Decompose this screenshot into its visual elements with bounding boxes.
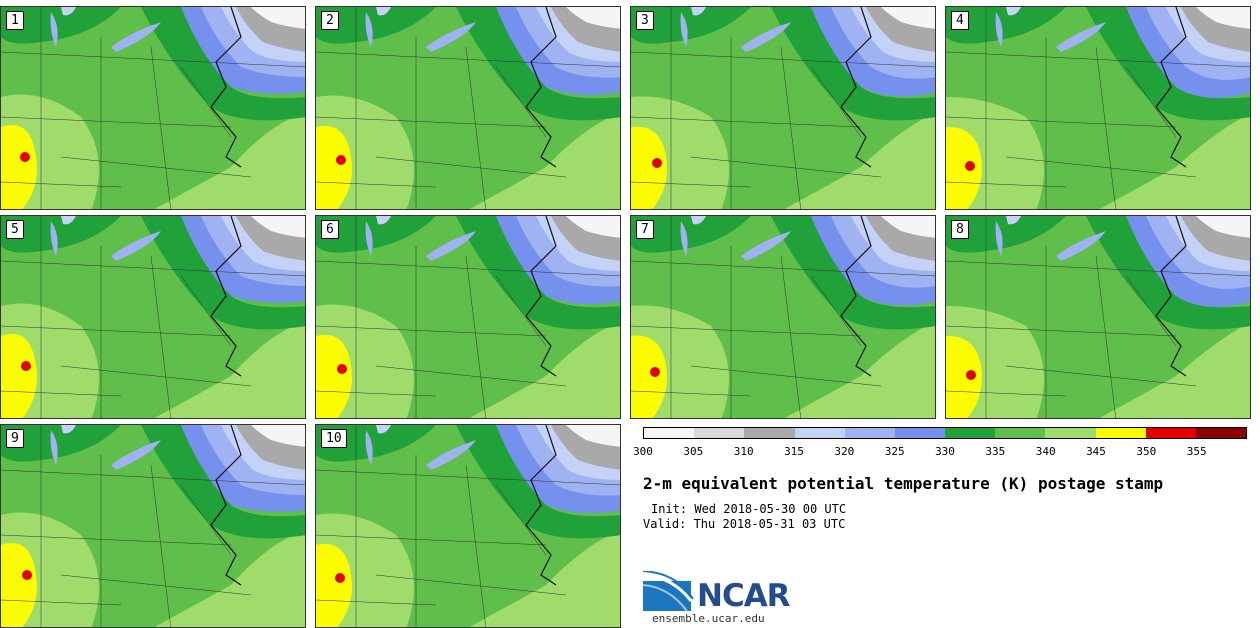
member-label: 8	[951, 220, 969, 239]
colorbar-tick-label: 310	[733, 445, 754, 458]
colorbar-segment	[644, 428, 695, 438]
colorbar-tick-label: 315	[784, 445, 804, 458]
colorbar-segment	[945, 428, 996, 438]
colorbar	[643, 427, 1247, 439]
colorbar-tick-label: 345	[1086, 445, 1106, 458]
member-label: 6	[321, 220, 339, 239]
member-label: 3	[636, 11, 654, 30]
member-label: 9	[6, 429, 24, 448]
colorbar-tick-label: 330	[935, 445, 955, 458]
member-panel-2: 2	[315, 6, 621, 210]
member-panel-9: 9	[0, 424, 306, 628]
member-panel-6: 6	[315, 215, 621, 419]
member-panel-1: 1	[0, 6, 306, 210]
colorbar-segment	[1045, 428, 1096, 438]
site-url: ensemble.ucar.edu	[652, 612, 765, 625]
map-field	[1, 7, 305, 209]
map-field	[316, 425, 620, 627]
plot-title: 2-m equivalent potential temperature (K)…	[643, 474, 1164, 493]
map-field	[946, 7, 1250, 209]
init-time: Init: Wed 2018-05-30 00 UTC	[651, 502, 847, 516]
valid-time: Valid: Thu 2018-05-31 03 UTC	[643, 517, 846, 531]
member-panel-3: 3	[630, 6, 936, 210]
member-panel-7: 7	[630, 215, 936, 419]
colorbar-tick-label: 305	[683, 445, 704, 458]
colorbar-segment	[744, 428, 795, 438]
colorbar-tick-label: 355	[1186, 445, 1207, 458]
colorbar-segment	[694, 428, 745, 438]
map-field	[631, 216, 935, 418]
colorbar-segment	[1195, 428, 1247, 438]
colorbar-tick-label: 340	[1035, 445, 1056, 458]
member-label: 2	[321, 11, 339, 30]
member-label: 4	[951, 11, 969, 30]
member-label: 7	[636, 220, 654, 239]
member-label: 10	[321, 429, 347, 448]
map-field	[316, 7, 620, 209]
member-panel-8: 8	[945, 215, 1251, 419]
colorbar-segment	[995, 428, 1046, 438]
map-field	[1, 216, 305, 418]
member-panel-5: 5	[0, 215, 306, 419]
member-panel-10: 10	[315, 424, 621, 628]
ncar-logo-icon	[643, 571, 694, 612]
map-field	[1, 425, 305, 627]
colorbar-tick-label: 320	[834, 445, 855, 458]
member-label: 5	[6, 220, 24, 239]
colorbar-tick-label: 350	[1136, 445, 1157, 458]
colorbar-ticks: 300 305 310 315 320 325 330 335 340 345 350 355	[633, 445, 1247, 459]
map-field	[316, 216, 620, 418]
member-label: 1	[6, 11, 24, 30]
colorbar-tick-label: 325	[884, 445, 905, 458]
map-field	[631, 7, 935, 209]
member-panel-4: 4	[945, 6, 1251, 210]
colorbar-segment	[894, 428, 946, 438]
logo-text: NCAR	[697, 578, 791, 614]
colorbar-tick-label: 335	[985, 445, 1006, 458]
colorbar-segment	[794, 428, 845, 438]
map-field	[946, 216, 1250, 418]
colorbar-segment	[1095, 428, 1146, 438]
colorbar-tick-label: 300	[633, 445, 653, 458]
colorbar-segment	[1145, 428, 1196, 438]
colorbar-segment	[844, 428, 895, 438]
